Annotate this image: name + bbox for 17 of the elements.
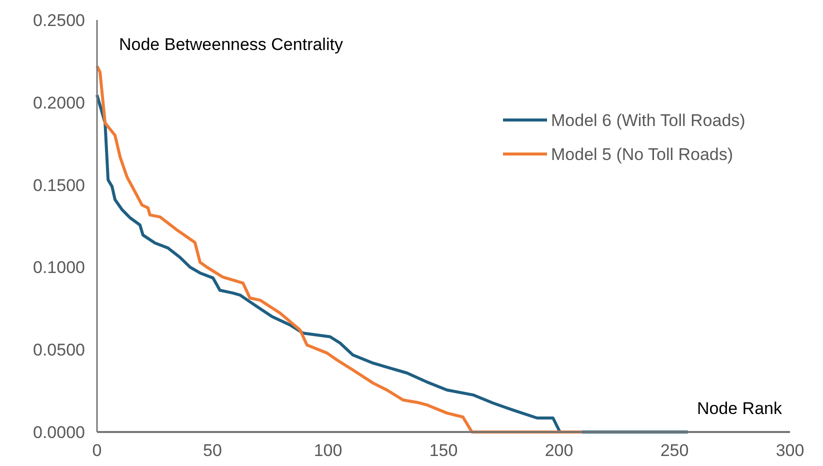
x-tick-label: 150 — [429, 441, 458, 460]
y-tick-label: 0.0000 — [33, 422, 85, 442]
x-tick-label: 0 — [92, 441, 102, 460]
x-tick-label: 300 — [776, 441, 804, 460]
x-tick-label: 200 — [544, 441, 574, 460]
x-tick-label: 250 — [660, 441, 689, 460]
x-tick-label: 50 — [203, 441, 222, 460]
legend-label: Model 6 (With Toll Roads) — [551, 110, 746, 130]
y-tick-label: 0.1000 — [33, 258, 85, 278]
y-tick-label: 0.2000 — [33, 93, 85, 112]
y-tick-label: 0.0500 — [33, 340, 85, 360]
x-axis-title: Node Rank — [696, 399, 782, 418]
y-axis-title: Node Betweenness Centrality — [119, 35, 344, 54]
y-tick-label: 0.2500 — [33, 10, 85, 30]
y-tick-label: 0.1500 — [33, 176, 85, 195]
legend-label: Model 5 (No Toll Roads) — [551, 144, 734, 164]
x-tick-label: 100 — [314, 441, 342, 460]
